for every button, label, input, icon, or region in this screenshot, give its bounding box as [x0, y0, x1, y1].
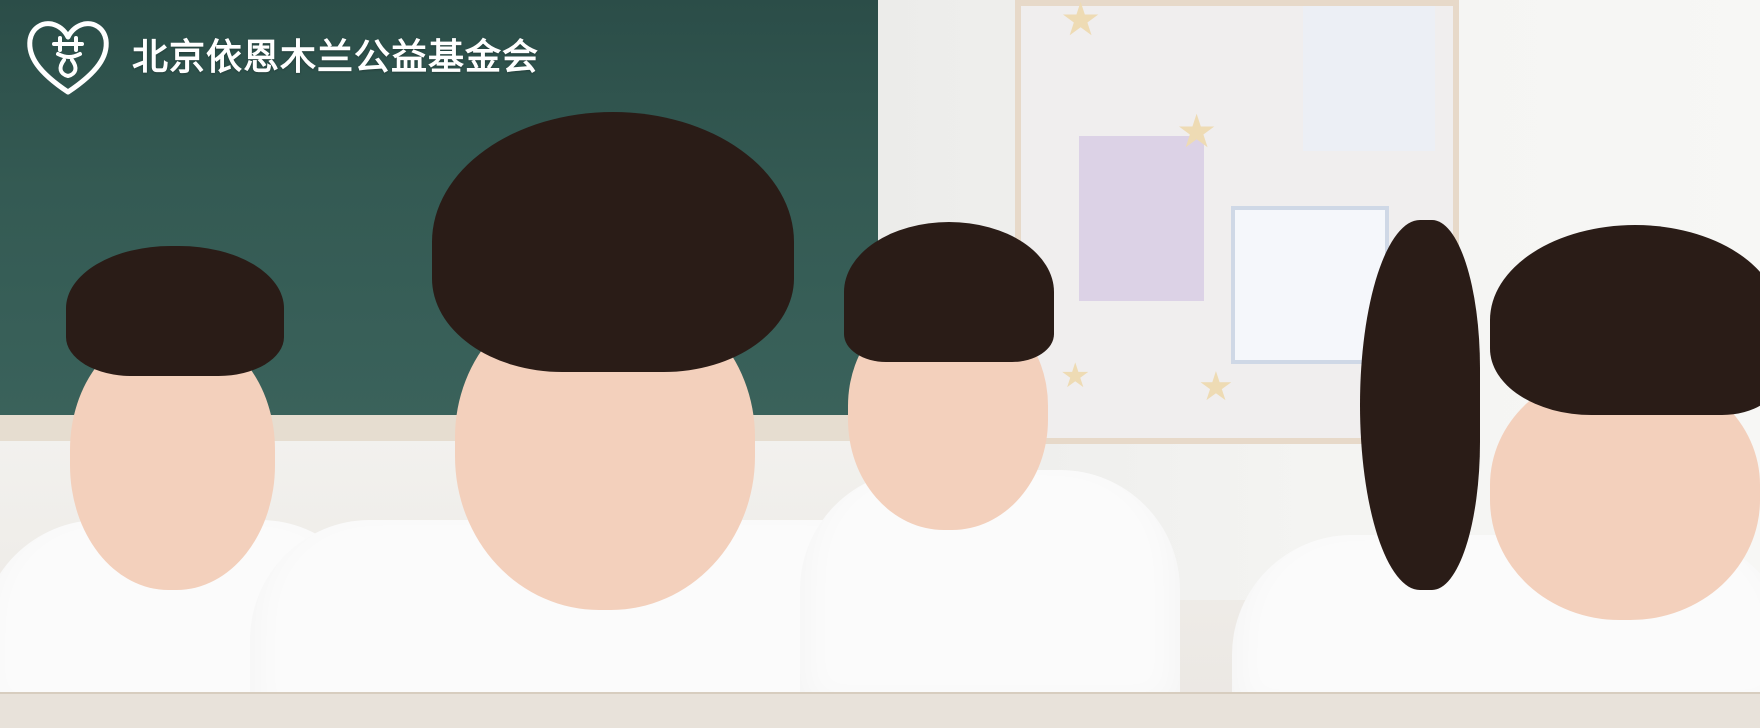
heart-logo-icon	[27, 21, 109, 95]
star-decoration-icon: ★	[1060, 356, 1091, 396]
star-decoration-icon: ★	[1176, 104, 1218, 158]
star-decoration-icon: ★	[1060, 0, 1102, 46]
organization-name: 北京依恩木兰公益基金会	[132, 37, 540, 78]
site-logo[interactable]: 北京依恩木兰公益基金会	[24, 18, 539, 98]
classroom-desk	[0, 692, 1760, 728]
star-decoration-icon: ★	[1198, 364, 1234, 410]
